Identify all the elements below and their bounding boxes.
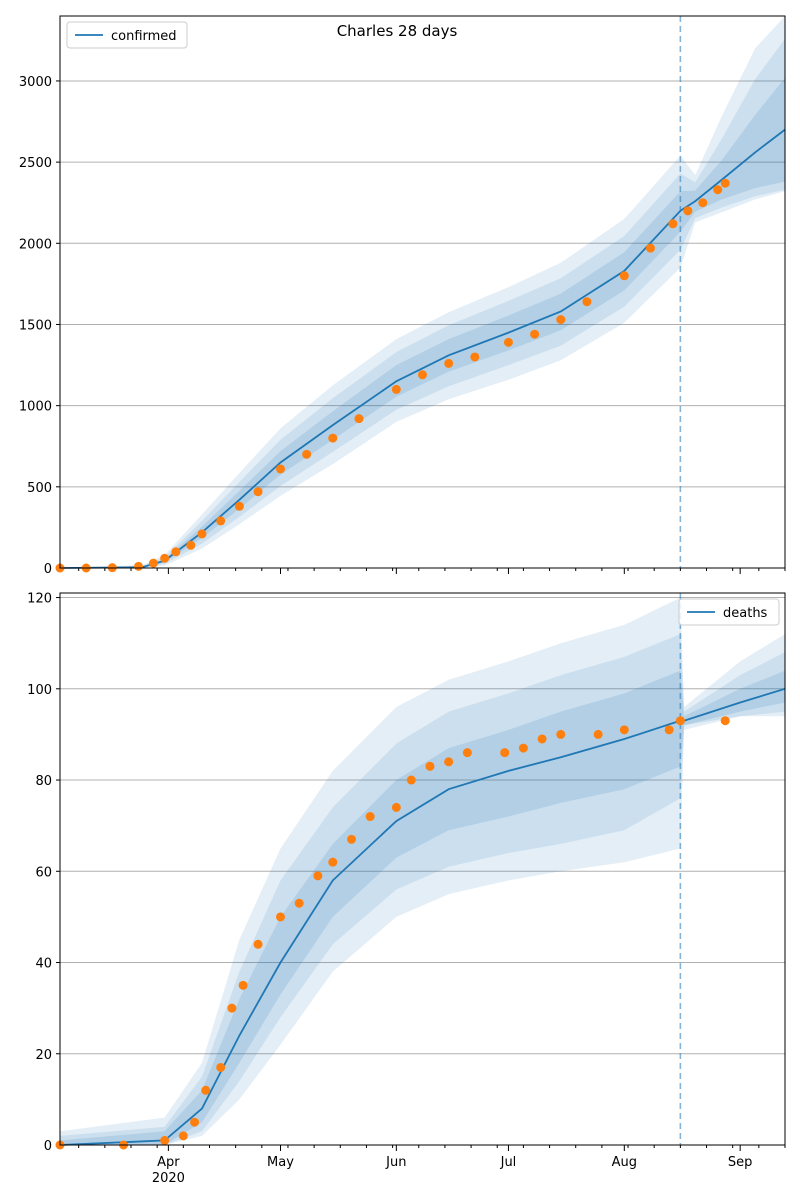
observed-point bbox=[216, 1062, 226, 1072]
observed-point bbox=[518, 743, 528, 753]
confidence-band bbox=[60, 155, 681, 568]
confidence-band bbox=[680, 670, 785, 767]
y-tick-label: 100 bbox=[27, 683, 52, 698]
confidence-band bbox=[680, 77, 785, 232]
observed-point bbox=[713, 185, 723, 195]
observed-point bbox=[186, 540, 196, 550]
observed-point bbox=[302, 449, 312, 459]
observed-point bbox=[354, 414, 364, 424]
y-tick-label: 20 bbox=[35, 1048, 52, 1063]
observed-point bbox=[328, 857, 338, 867]
x-tick-label: Aug bbox=[612, 1155, 637, 1170]
confidence-band bbox=[680, 38, 785, 250]
observed-point bbox=[391, 802, 401, 812]
observed-point bbox=[160, 1135, 170, 1145]
observed-point bbox=[190, 1117, 200, 1127]
y-tick-label: 0 bbox=[44, 1139, 52, 1154]
observed-point bbox=[664, 725, 674, 735]
observed-point bbox=[171, 547, 181, 557]
observed-point bbox=[201, 1085, 211, 1095]
y-tick-label: 1000 bbox=[19, 400, 52, 415]
observed-point bbox=[500, 748, 510, 758]
x-tick-label: Jun bbox=[385, 1155, 406, 1170]
observed-point bbox=[503, 337, 513, 347]
observed-point bbox=[294, 898, 304, 908]
y-tick-label: 120 bbox=[27, 592, 52, 607]
confidence-band bbox=[60, 634, 681, 1145]
y-tick-label: 3000 bbox=[19, 75, 52, 90]
observed-point bbox=[683, 206, 693, 216]
observed-point bbox=[133, 561, 143, 571]
observed-point bbox=[391, 384, 401, 394]
observed-point bbox=[556, 315, 566, 325]
axes-frame bbox=[59, 592, 786, 1146]
observed-point bbox=[425, 761, 435, 771]
observed-point bbox=[253, 939, 263, 949]
x-tick-label: Sep bbox=[728, 1155, 753, 1170]
observed-point bbox=[227, 1003, 237, 1013]
observed-point bbox=[234, 501, 244, 511]
confidence-band bbox=[680, 634, 785, 799]
x-tick-label: Apr bbox=[157, 1155, 180, 1170]
x-tick-label: Jul bbox=[500, 1155, 517, 1170]
legend-label: confirmed bbox=[111, 29, 177, 44]
legend-label: deaths bbox=[723, 606, 768, 621]
observed-point bbox=[178, 1131, 188, 1141]
observed-point bbox=[537, 734, 547, 744]
observed-point bbox=[275, 464, 285, 474]
observed-point bbox=[668, 219, 678, 229]
observed-point bbox=[444, 757, 454, 767]
observed-point bbox=[253, 487, 263, 497]
y-tick-label: 60 bbox=[35, 865, 52, 880]
y-tick-label: 0 bbox=[44, 562, 52, 577]
confidence-band bbox=[60, 670, 681, 1145]
observed-point bbox=[346, 834, 356, 844]
figure-title: Charles 28 days bbox=[337, 22, 458, 40]
observed-point bbox=[593, 729, 603, 739]
x-tick-label: May bbox=[267, 1155, 294, 1170]
observed-point bbox=[582, 297, 592, 307]
observed-point bbox=[470, 352, 480, 362]
observed-point bbox=[556, 729, 566, 739]
observed-point bbox=[645, 243, 655, 253]
observed-point bbox=[530, 329, 540, 339]
observed-point bbox=[365, 812, 375, 822]
x-tick-sublabel: 2020 bbox=[152, 1171, 185, 1186]
y-tick-label: 500 bbox=[27, 481, 52, 496]
observed-point bbox=[675, 716, 685, 726]
observed-point bbox=[216, 516, 226, 526]
y-tick-label: 80 bbox=[35, 774, 52, 789]
observed-point bbox=[720, 716, 730, 726]
legend: deaths bbox=[678, 598, 780, 626]
observed-point bbox=[720, 178, 730, 188]
observed-point bbox=[462, 748, 472, 758]
y-tick-label: 40 bbox=[35, 957, 52, 972]
legend: confirmed bbox=[66, 21, 188, 49]
observed-point bbox=[238, 980, 248, 990]
confidence-band bbox=[60, 597, 681, 1145]
y-tick-label: 2500 bbox=[19, 156, 52, 171]
observed-point bbox=[328, 433, 338, 443]
observed-point bbox=[444, 358, 454, 368]
observed-point bbox=[406, 775, 416, 785]
confirmed-panel: 0 500 1000 1500 2000 2500 3000 confirmed bbox=[19, 15, 786, 577]
y-tick-label: 2000 bbox=[19, 237, 52, 252]
observed-point bbox=[619, 725, 629, 735]
confidence-band bbox=[680, 597, 785, 849]
observed-point bbox=[418, 370, 427, 380]
observed-point bbox=[275, 912, 285, 922]
observed-point bbox=[313, 871, 323, 881]
observed-point bbox=[619, 271, 629, 281]
observed-point bbox=[197, 529, 207, 539]
legend-box bbox=[66, 21, 188, 49]
observed-point bbox=[160, 553, 170, 563]
y-tick-label: 1500 bbox=[19, 318, 52, 333]
observed-point bbox=[698, 198, 708, 208]
axes-frame bbox=[59, 15, 786, 569]
observed-point bbox=[148, 558, 158, 568]
legend-box bbox=[678, 598, 780, 626]
